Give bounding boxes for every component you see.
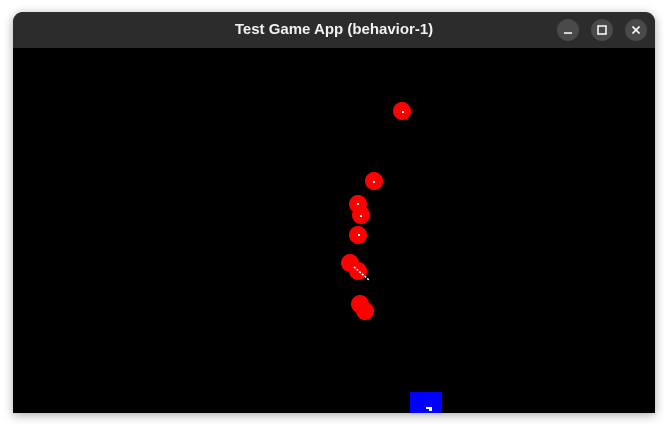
game-canvas[interactable] — [13, 48, 655, 413]
enemy — [356, 302, 374, 320]
enemy — [393, 102, 411, 120]
window-title: Test Game App (behavior-1) — [234, 21, 434, 38]
enemy — [365, 172, 383, 190]
minimize-icon — [564, 32, 572, 34]
enemy — [352, 206, 370, 224]
enemy — [349, 262, 370, 281]
maximize-icon — [597, 25, 607, 35]
minimize-button[interactable] — [557, 19, 579, 41]
enemy-group — [341, 102, 411, 320]
player-cannon — [426, 407, 432, 409]
close-button[interactable] — [625, 19, 647, 41]
maximize-button[interactable] — [591, 19, 613, 41]
close-icon — [631, 25, 641, 35]
enemy — [349, 226, 367, 244]
game-window: Test Game App (behavior-1) — [13, 12, 655, 413]
player — [410, 392, 442, 413]
title-bar[interactable]: Test Game App (behavior-1) — [13, 12, 655, 48]
game-background — [13, 48, 655, 413]
